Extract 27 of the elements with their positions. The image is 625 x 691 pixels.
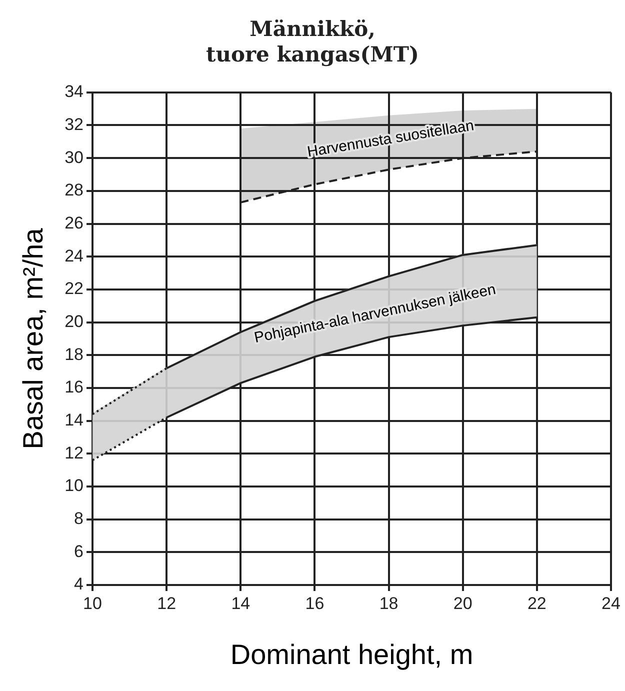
x-tick-label: 14 [231,594,250,613]
annotation: Harvennusta suositellaan [306,117,476,161]
y-tick-label: 26 [64,213,84,232]
x-tick-label: 16 [305,594,324,613]
y-tick-label: 30 [64,148,84,167]
y-tick-label: 24 [64,246,84,266]
x-axis-title: Dominant height, m [230,638,474,670]
y-tick-label: 6 [74,542,84,561]
x-tick-label: 24 [602,594,620,613]
y-tick-label: 12 [64,443,84,462]
y-axis-title: Basal area, m²/ha [18,228,49,450]
y-tick-label: 32 [64,114,84,134]
x-tick-label: 18 [379,594,398,613]
y-tick-label: 22 [64,279,84,298]
y-tick-label: 20 [64,312,84,331]
y-tick-label: 18 [64,344,84,364]
y-tick-label: 4 [74,574,84,594]
y-tick-label: 8 [74,509,84,528]
y-tick-label: 14 [64,410,84,430]
x-tick-label: 22 [527,594,546,613]
x-tick-label: 20 [453,594,472,613]
y-tick-label: 16 [64,378,84,397]
y-tick-label: 10 [64,476,84,496]
y-tick-label: 28 [64,180,84,200]
x-tick-label: 12 [157,594,176,613]
chart-title: Männikkö, tuore kangas(MT) [206,16,419,66]
y-tick-label: 34 [64,82,84,102]
